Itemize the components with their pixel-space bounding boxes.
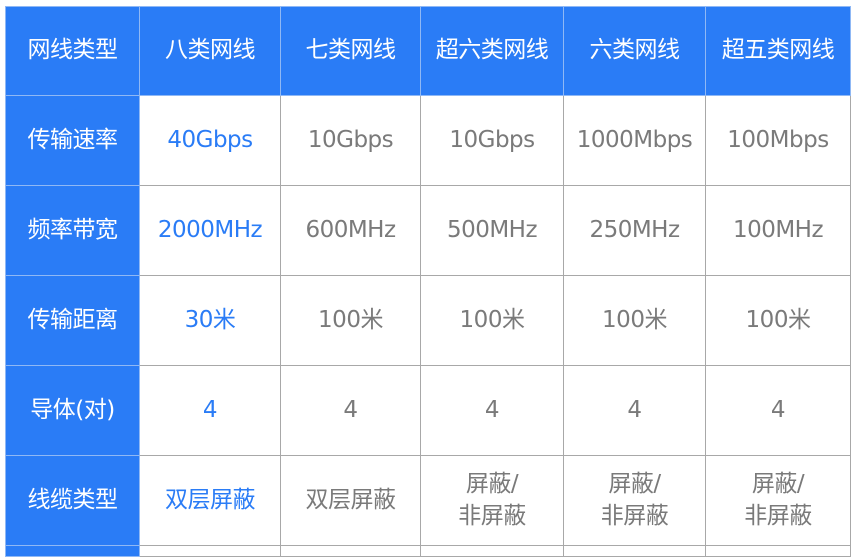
table-cell: 4 <box>139 365 281 456</box>
table-cell: 100MHz <box>705 185 851 276</box>
cable-comparison-table: 网线类型 八类网线 七类网线 超六类网线 六类网线 超五类网线 传输速率 40Gb… <box>5 6 851 557</box>
header-cell: 八类网线 <box>139 6 281 96</box>
table-cell: 10Gbps <box>420 95 564 186</box>
header-cell: 六类网线 <box>563 6 706 96</box>
table-cell: 屏蔽/ 非屏蔽 <box>420 455 564 546</box>
table-cell: 1000Mbps <box>563 95 706 186</box>
table-row: 频率带宽 2000MHz 600MHz 500MHz 250MHz 100MHz <box>5 185 851 276</box>
table-cell: 2000MHz <box>139 185 281 276</box>
header-cell: 超五类网线 <box>705 6 851 96</box>
table-cell: 4 <box>280 365 421 456</box>
row-label: 线缆类型 <box>5 455 140 546</box>
table-cell: 双层屏蔽 <box>280 455 421 546</box>
table-cell <box>705 545 851 557</box>
row-label: 导体(对) <box>5 365 140 456</box>
table-row: 传输速率 40Gbps 10Gbps 10Gbps 1000Mbps 100Mbps <box>5 95 851 186</box>
table-cell: 双层屏蔽 <box>139 455 281 546</box>
table-cell: 屏蔽/ 非屏蔽 <box>563 455 706 546</box>
table-cell: 屏蔽/ 非屏蔽 <box>705 455 851 546</box>
row-label: 频率带宽 <box>5 185 140 276</box>
row-label: 传输距离 <box>5 275 140 366</box>
table-cell: 30米 <box>139 275 281 366</box>
table-cell: 4 <box>705 365 851 456</box>
table-cell: 100米 <box>280 275 421 366</box>
table-cell: 4 <box>420 365 564 456</box>
table-cell: 4 <box>563 365 706 456</box>
table-cell <box>5 545 140 557</box>
header-cell: 超六类网线 <box>420 6 564 96</box>
table-cell: 250MHz <box>563 185 706 276</box>
header-cell: 网线类型 <box>5 6 140 96</box>
table-row: 线缆类型 双层屏蔽 双层屏蔽 屏蔽/ 非屏蔽 屏蔽/ 非屏蔽 屏蔽/ 非屏蔽 <box>5 455 851 546</box>
table-cell: 100米 <box>563 275 706 366</box>
table-cell: 100Mbps <box>705 95 851 186</box>
table-row-partial <box>5 545 851 557</box>
table-row: 导体(对) 4 4 4 4 4 <box>5 365 851 456</box>
table-row: 传输距离 30米 100米 100米 100米 100米 <box>5 275 851 366</box>
table-cell: 40Gbps <box>139 95 281 186</box>
row-label: 传输速率 <box>5 95 140 186</box>
table-cell: 600MHz <box>280 185 421 276</box>
table-cell: 100米 <box>705 275 851 366</box>
header-cell: 七类网线 <box>280 6 421 96</box>
table-cell <box>139 545 281 557</box>
table-cell <box>563 545 706 557</box>
header-row: 网线类型 八类网线 七类网线 超六类网线 六类网线 超五类网线 <box>5 6 851 96</box>
table-cell: 10Gbps <box>280 95 421 186</box>
table-cell: 100米 <box>420 275 564 366</box>
table-cell <box>280 545 421 557</box>
table-cell: 500MHz <box>420 185 564 276</box>
table-cell <box>420 545 564 557</box>
